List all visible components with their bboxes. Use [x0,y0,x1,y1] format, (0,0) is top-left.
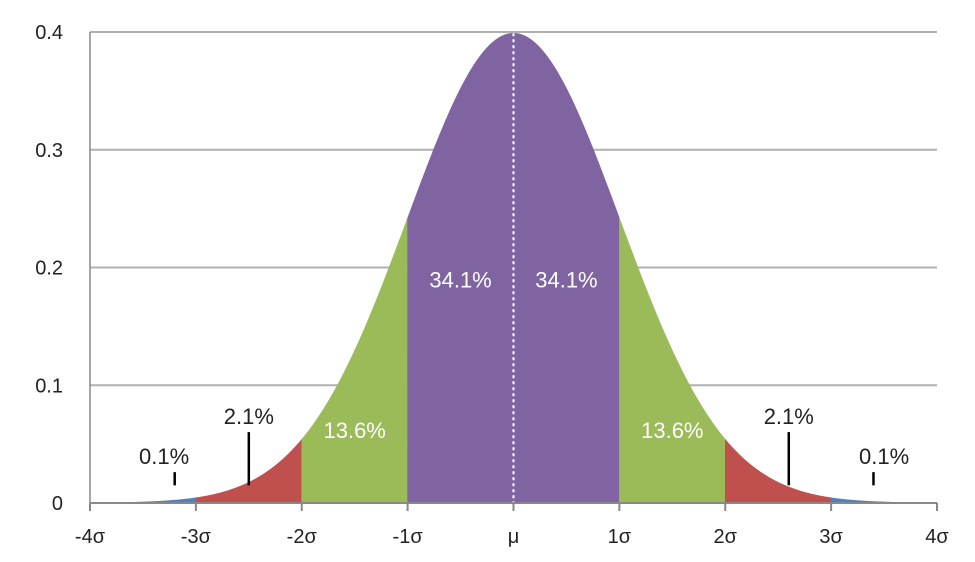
band-percent-label: 2.1% [224,404,274,429]
band-percent-label: 34.1% [429,268,491,293]
band-percent-label: 13.6% [641,418,703,443]
x-tick-label: 4σ [925,526,949,548]
band-labels: 0.1% 2.1% 13.6% 34.1% 34.1% 13.6% 2.1% 0.1% [139,268,909,486]
y-tick-label: 0.3 [35,140,63,162]
axes: 0 0.1 0.2 0.3 0.4 -4σ -3σ -2σ -1σ μ 1σ 2σ 3σ 4σ [35,22,949,548]
band-area [407,32,514,504]
band-percent-label: 2.1% [764,404,814,429]
band-percent-label: 34.1% [535,268,597,293]
x-tick-label: -3σ [181,526,212,548]
y-tick-label: 0 [52,493,63,515]
band-percent-label: 0.1% [139,444,189,469]
x-tick-label: 1σ [608,526,632,548]
x-tick-label: 2σ [714,526,738,548]
y-tick-label: 0.4 [35,22,63,44]
band-percent-label: 0.1% [859,444,909,469]
x-tick-label: -1σ [393,526,424,548]
band-area [301,217,408,504]
x-tick-label: -2σ [287,526,318,548]
band-percent-label: 13.6% [323,418,385,443]
band-area [513,32,620,504]
band-area [619,217,726,504]
band-area [724,438,832,504]
x-tick-label: -4σ [75,526,106,548]
distribution-bands [89,32,938,504]
y-tick-label: 0.1 [35,375,63,397]
x-tick-label: 3σ [819,526,843,548]
x-tick-label: μ [508,526,520,548]
y-tick-label: 0.2 [35,258,63,280]
